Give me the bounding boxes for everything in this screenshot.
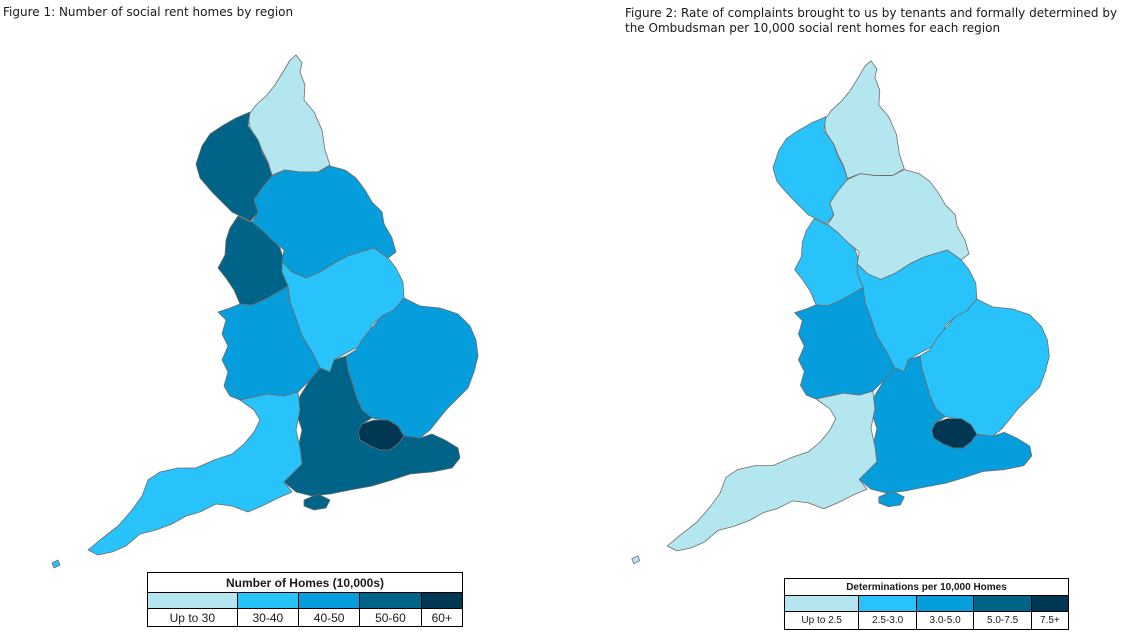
region-north-east	[823, 60, 905, 179]
legend-swatch	[297, 592, 361, 609]
england-regions-map-2	[631, 60, 1050, 565]
region-north-east	[247, 54, 331, 176]
region-south-west	[87, 391, 303, 556]
region-isle-of-wight	[303, 493, 331, 511]
legend-swatch	[783, 595, 860, 612]
legend-swatch	[359, 592, 422, 609]
legend-swatch	[236, 592, 299, 609]
region-isles-of-scilly	[51, 559, 61, 569]
legend-swatch	[915, 595, 975, 612]
legend-label: 30-40	[236, 608, 299, 627]
legend-label: 3.0-5.0	[915, 611, 975, 630]
legend-label: 7.5+	[1030, 611, 1070, 630]
legend-label: 60+	[420, 608, 464, 627]
legend-swatch	[1030, 595, 1070, 612]
figure-1-legend: Number of Homes (10,000s) Up to 30 30-40…	[147, 572, 464, 627]
region-south-west	[666, 390, 878, 552]
legend-title: Determinations per 10,000 Homes	[784, 578, 1069, 596]
region-isles-of-scilly	[631, 555, 641, 565]
figure-1-map	[51, 54, 479, 569]
legend-label: 2.5-3.0	[858, 611, 917, 630]
region-isle-of-wight	[878, 490, 905, 508]
england-regions-map-1	[51, 54, 479, 569]
figure-2-title: Figure 2: Rate of complaints brought to …	[625, 6, 1118, 35]
legend-swatch	[858, 595, 917, 612]
legend-label: Up to 30	[147, 608, 238, 627]
legend-swatch	[420, 592, 464, 609]
figure-1-title: Figure 1: Number of social rent homes by…	[3, 5, 294, 19]
legend-label: Up to 2.5	[783, 611, 860, 630]
legend-swatch	[147, 592, 238, 609]
legend-label: 50-60	[359, 608, 422, 627]
legend-label: 5.0-7.5	[973, 611, 1032, 630]
legend-title: Number of Homes (10,000s)	[147, 572, 463, 593]
figure-2-legend: Determinations per 10,000 Homes Up to 2.…	[783, 578, 1070, 630]
legend-label: 40-50	[297, 608, 361, 627]
legend-swatch	[973, 595, 1032, 612]
